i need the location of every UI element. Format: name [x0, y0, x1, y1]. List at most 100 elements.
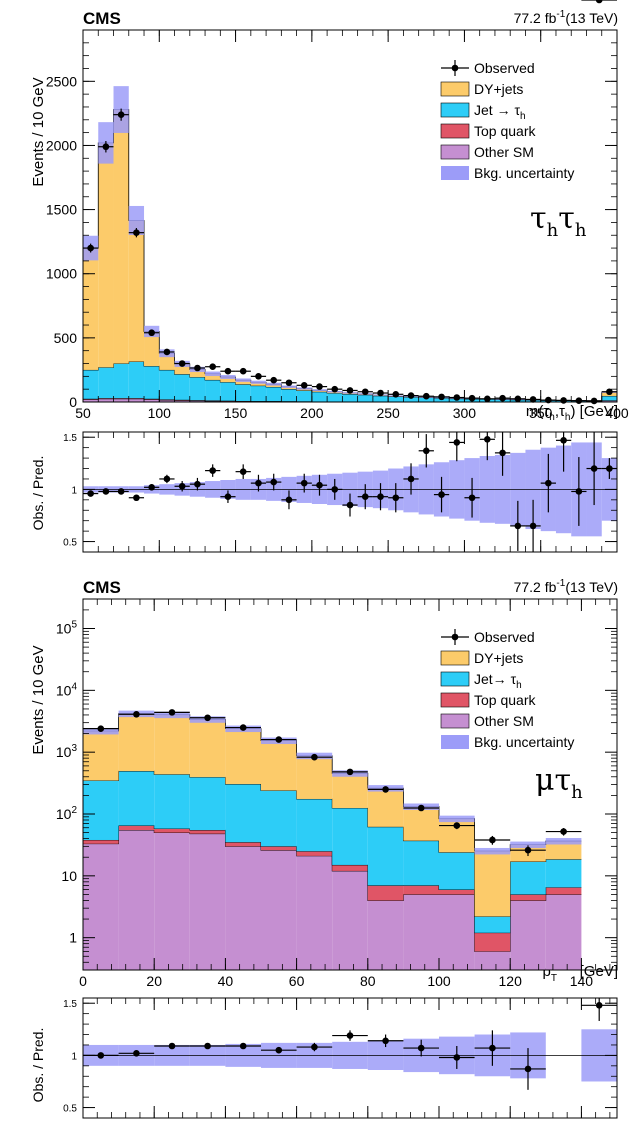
bar-dy-jets-0	[83, 248, 99, 370]
obs-point-16	[331, 385, 339, 393]
legend-label-4: Other SM	[474, 144, 534, 160]
obs-point-1	[102, 143, 110, 151]
bar-dy-jets-3	[128, 220, 145, 362]
obs-point-13	[560, 828, 567, 835]
bar-jet-h-34	[601, 395, 617, 401]
bar-other-sm-4	[144, 399, 160, 402]
ratio-point-31	[560, 437, 567, 444]
bar-top-quark-12	[510, 894, 546, 901]
obs-point-14	[595, 0, 603, 4]
ratio-point-34	[606, 465, 613, 472]
bar-jet-h-20	[388, 396, 404, 402]
obs-point-18	[361, 388, 369, 396]
bar-jet-h-8	[205, 379, 221, 401]
bar-jet-h-5	[159, 369, 175, 400]
bar-dy-jets-13	[545, 841, 582, 860]
obs-point-33	[590, 397, 598, 405]
ratio-point-6	[311, 1043, 318, 1051]
legend-label-1: DY+jets	[474, 650, 523, 666]
ytick-label-2-2: 102	[56, 805, 78, 822]
xtick-label-2-6: 120	[499, 973, 523, 989]
bar-other-sm-7	[332, 870, 368, 970]
unc-band-8	[205, 371, 221, 377]
bar-top-quark-7	[332, 864, 368, 871]
ytick-label-0-4: 2000	[46, 137, 77, 153]
obs-point-22	[422, 392, 430, 400]
obs-point-34	[606, 388, 613, 396]
obs-point-31	[560, 397, 567, 404]
xtick-label-0-1: 100	[148, 405, 172, 421]
bar-dy-jets-9	[403, 806, 439, 841]
frame-3	[82, 997, 618, 1119]
obs-point-15	[316, 383, 323, 390]
legend-label-2: Jet → τh	[474, 102, 526, 122]
legend-swatch-1	[440, 650, 470, 666]
bar-dy-jets-1	[98, 142, 114, 368]
ylabel-bottom: Events / 10 GeV	[30, 645, 47, 754]
ratio-point-5	[163, 475, 171, 483]
bar-jet-h-9	[220, 382, 236, 401]
unc-band-11	[250, 380, 267, 384]
bar-jet-h-12	[510, 861, 546, 895]
plot-layer: 50 100 150 200 250 300 350 40005001000150020002…	[46, 0, 629, 1119]
ratio-point-1	[102, 488, 110, 495]
bar-dy-jets-2	[113, 109, 129, 364]
ratio-point-0	[87, 490, 94, 497]
bar-dy-jets-5	[159, 353, 175, 370]
bar-other-sm-0	[83, 399, 99, 402]
bar-other-sm-8	[205, 400, 221, 402]
bar-top-quark-5	[261, 846, 297, 851]
obs-point-3	[204, 714, 211, 722]
ratio-point-5	[275, 1046, 283, 1054]
experiment-label-top: CMS	[83, 9, 121, 28]
bar-top-quark-9	[403, 885, 439, 895]
ratio-point-10	[239, 468, 247, 475]
ratio-point-2	[117, 488, 125, 495]
obs-point-25	[468, 394, 476, 402]
bar-jet-h-10	[235, 384, 251, 401]
ratio-group-1	[83, 432, 617, 552]
obs-point-6	[178, 360, 186, 367]
unc-band-11	[474, 847, 511, 855]
bar-jet-h-9	[403, 840, 439, 886]
bar-top-quark-3	[189, 830, 226, 834]
ratio-point-25	[468, 494, 476, 502]
obs-point-12	[270, 376, 278, 384]
ratio-point-9	[417, 1044, 425, 1052]
bar-other-sm-5	[159, 400, 175, 402]
ytick-label-3-1: 1	[71, 1051, 77, 1062]
bar-jet-h-7	[189, 377, 206, 401]
obs-point-7	[194, 364, 201, 372]
obs-point-8	[209, 363, 216, 371]
bar-other-sm-8	[367, 900, 404, 970]
xtick-label-0-7: 400	[605, 405, 629, 421]
bar-other-sm-6	[174, 400, 190, 402]
bar-jet-h-1	[98, 367, 114, 399]
bar-top-quark-0	[83, 839, 119, 844]
xtick-label-2-1: 20	[146, 973, 162, 989]
ytick-label-0-2: 1000	[46, 266, 77, 282]
bar-jet-h-21	[403, 397, 419, 402]
ratio-point-10	[453, 1054, 461, 1061]
xtick-label-2-7: 140	[570, 973, 594, 989]
unc-band-3	[128, 205, 145, 236]
bar-jet-h-6	[174, 374, 190, 400]
xtick-label-0-6: 350	[529, 405, 553, 421]
obs-point-2	[117, 111, 125, 118]
ratio-point-9	[224, 493, 232, 500]
unc-band-12	[510, 841, 546, 849]
bar-other-sm-7	[189, 400, 206, 402]
ylabel-top: Events / 10 GeV	[30, 77, 47, 186]
stack-group-2	[83, 0, 617, 970]
ratio-point-16	[331, 486, 339, 493]
bar-dy-jets-3	[189, 719, 226, 778]
bar-jet-h-11	[474, 916, 511, 933]
bar-jet-h-14	[296, 390, 312, 402]
obs-point-8	[382, 786, 389, 793]
ratio-ylabel-bottom: Obs. / Pred.	[30, 1028, 46, 1103]
xtick-label-2-2: 40	[218, 973, 234, 989]
obs-point-5	[163, 348, 171, 356]
bar-jet-h-6	[296, 798, 333, 852]
legend-observed-marker	[451, 64, 459, 72]
obs-point-5	[275, 736, 283, 743]
